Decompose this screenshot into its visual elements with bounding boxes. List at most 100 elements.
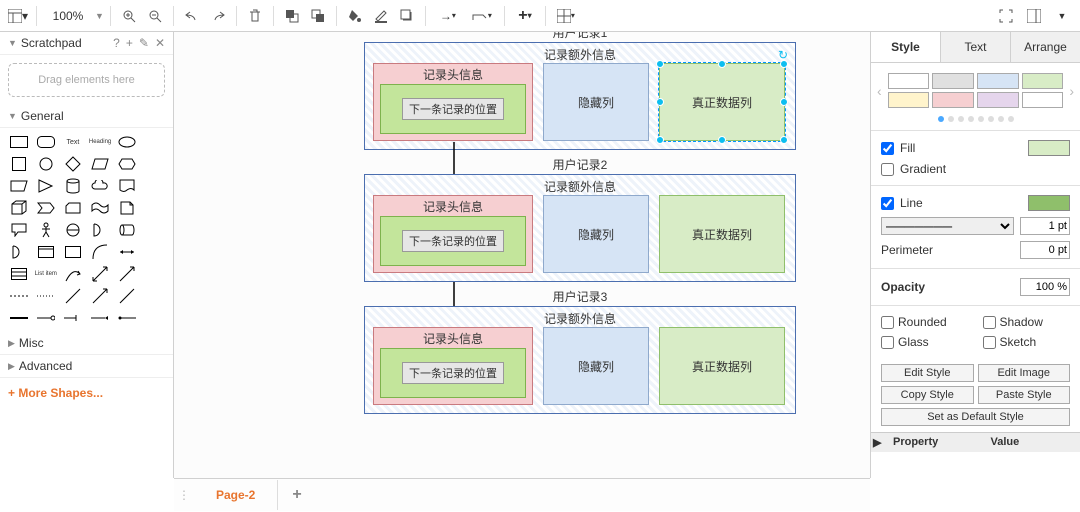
shape-heading[interactable]: Heading [87, 132, 112, 152]
shape-document[interactable] [115, 176, 140, 196]
page-tab[interactable]: Page-2 [194, 480, 278, 510]
shape-curve2[interactable] [60, 264, 85, 284]
shape-arrow-both[interactable] [115, 242, 140, 262]
shape-arrow[interactable] [115, 264, 140, 284]
shape-solid[interactable] [6, 308, 31, 328]
tab-style[interactable]: Style [871, 32, 941, 62]
swatch[interactable] [1022, 73, 1064, 89]
general-header[interactable]: ▼ General [0, 105, 173, 128]
to-back-icon[interactable] [306, 4, 330, 28]
connection-icon[interactable]: →▾ [432, 4, 464, 28]
delete-icon[interactable] [243, 4, 267, 28]
data-col-box-selected[interactable]: 真正数据列 ↻ [659, 63, 785, 141]
shape-circle[interactable] [33, 154, 58, 174]
expand-icon[interactable]: ▶ [871, 433, 885, 452]
to-front-icon[interactable] [280, 4, 304, 28]
shape-connector4[interactable] [115, 308, 140, 328]
head-info-box[interactable]: 记录头信息 下一条记录的位置 [373, 63, 533, 141]
tab-text[interactable]: Text [941, 32, 1011, 62]
swatch[interactable] [977, 73, 1019, 89]
page-dot[interactable] [938, 116, 944, 122]
shape-cylinder[interactable] [60, 176, 85, 196]
sketch-checkbox[interactable] [983, 336, 996, 349]
shape-line4[interactable] [115, 286, 140, 306]
next-pos-box[interactable]: 下一条记录的位置 [380, 84, 526, 134]
shape-container[interactable] [33, 242, 58, 262]
shape-connector2[interactable] [60, 308, 85, 328]
shape-connector3[interactable] [87, 308, 112, 328]
waypoint-icon[interactable]: ▾ [466, 4, 498, 28]
misc-header[interactable]: ▶ Misc [0, 332, 173, 355]
shape-rect[interactable] [6, 132, 31, 152]
swatch[interactable] [932, 73, 974, 89]
page-dot[interactable] [978, 116, 984, 122]
shape-and[interactable] [87, 220, 112, 240]
record-block[interactable]: 记录额外信息 记录头信息 下一条记录的位置 隐藏列 真正数据列 [364, 306, 796, 414]
shadow-icon[interactable] [395, 4, 419, 28]
shape-tape[interactable] [87, 198, 112, 218]
line-width-input[interactable] [1020, 217, 1070, 235]
hidden-col-box[interactable]: 隐藏列 [543, 63, 649, 141]
head-info-box[interactable]: 记录头信息 下一条记录的位置 [373, 327, 533, 405]
menu-icon[interactable]: ▾ [6, 4, 30, 28]
zoom-out-icon[interactable] [143, 4, 167, 28]
add-page-button[interactable]: + [278, 478, 315, 512]
rounded-checkbox[interactable] [881, 316, 894, 329]
shape-cloud[interactable] [87, 176, 112, 196]
shape-frame[interactable] [60, 242, 85, 262]
add-icon[interactable]: + [126, 36, 133, 50]
glass-checkbox[interactable] [881, 336, 894, 349]
undo-icon[interactable] [180, 4, 204, 28]
page-dot[interactable] [948, 116, 954, 122]
head-info-box[interactable]: 记录头信息 下一条记录的位置 [373, 195, 533, 273]
shape-card[interactable] [60, 198, 85, 218]
shape-label[interactable]: List item [33, 264, 58, 284]
shape-halfcircle[interactable] [6, 242, 31, 262]
page-dot[interactable] [988, 116, 994, 122]
swatch-next-icon[interactable]: › [1069, 83, 1074, 99]
shape-connector[interactable] [33, 308, 58, 328]
rotate-handle-icon[interactable]: ↻ [778, 48, 790, 60]
expand-icon[interactable]: ▼ [1050, 4, 1074, 28]
shadow-checkbox[interactable] [983, 316, 996, 329]
shape-parallelogram[interactable] [87, 154, 112, 174]
paste-style-button[interactable]: Paste Style [978, 386, 1071, 404]
shape-trapezoid[interactable] [6, 176, 31, 196]
swatch[interactable] [888, 92, 930, 108]
shape-diamond[interactable] [60, 154, 85, 174]
perimeter-input[interactable] [1020, 241, 1070, 259]
shape-hexagon[interactable] [115, 154, 140, 174]
fill-color[interactable] [1028, 140, 1070, 156]
fullscreen-icon[interactable] [994, 4, 1018, 28]
shape-square[interactable] [6, 154, 31, 174]
set-default-button[interactable]: Set as Default Style [881, 408, 1070, 426]
data-col-box[interactable]: 真正数据列 [659, 195, 785, 273]
swatch[interactable] [1022, 92, 1064, 108]
line-color[interactable] [1028, 195, 1070, 211]
line-style-select[interactable]: ─────── [881, 217, 1014, 235]
shape-data[interactable] [115, 220, 140, 240]
shape-actor[interactable] [33, 220, 58, 240]
swatch[interactable] [977, 92, 1019, 108]
tab-arrange[interactable]: Arrange [1011, 32, 1080, 62]
page-dot[interactable] [1008, 116, 1014, 122]
advanced-header[interactable]: ▶ Advanced [0, 355, 173, 378]
line-color-icon[interactable] [369, 4, 393, 28]
swatch-prev-icon[interactable]: ‹ [877, 83, 882, 99]
help-icon[interactable]: ? [113, 36, 120, 50]
more-shapes-button[interactable]: More Shapes... [0, 378, 173, 408]
shape-text[interactable]: Text [60, 132, 85, 152]
scratchpad-dropzone[interactable]: Drag elements here [8, 63, 165, 97]
add-icon[interactable]: +▾ [511, 4, 539, 28]
record-block[interactable]: 记录额外信息 记录头信息 下一条记录的位置 隐藏列 真正数据列 [364, 42, 796, 150]
format-toggle-icon[interactable] [1022, 4, 1046, 28]
zoom-in-icon[interactable] [117, 4, 141, 28]
close-icon[interactable]: ✕ [155, 36, 165, 50]
page-dot[interactable] [968, 116, 974, 122]
shape-note[interactable] [115, 198, 140, 218]
next-pos-box[interactable]: 下一条记录的位置 [380, 348, 526, 398]
shape-triangle[interactable] [33, 176, 58, 196]
zoom-value[interactable]: 100% [43, 9, 93, 23]
shape-list[interactable] [6, 264, 31, 284]
edit-style-button[interactable]: Edit Style [881, 364, 974, 382]
